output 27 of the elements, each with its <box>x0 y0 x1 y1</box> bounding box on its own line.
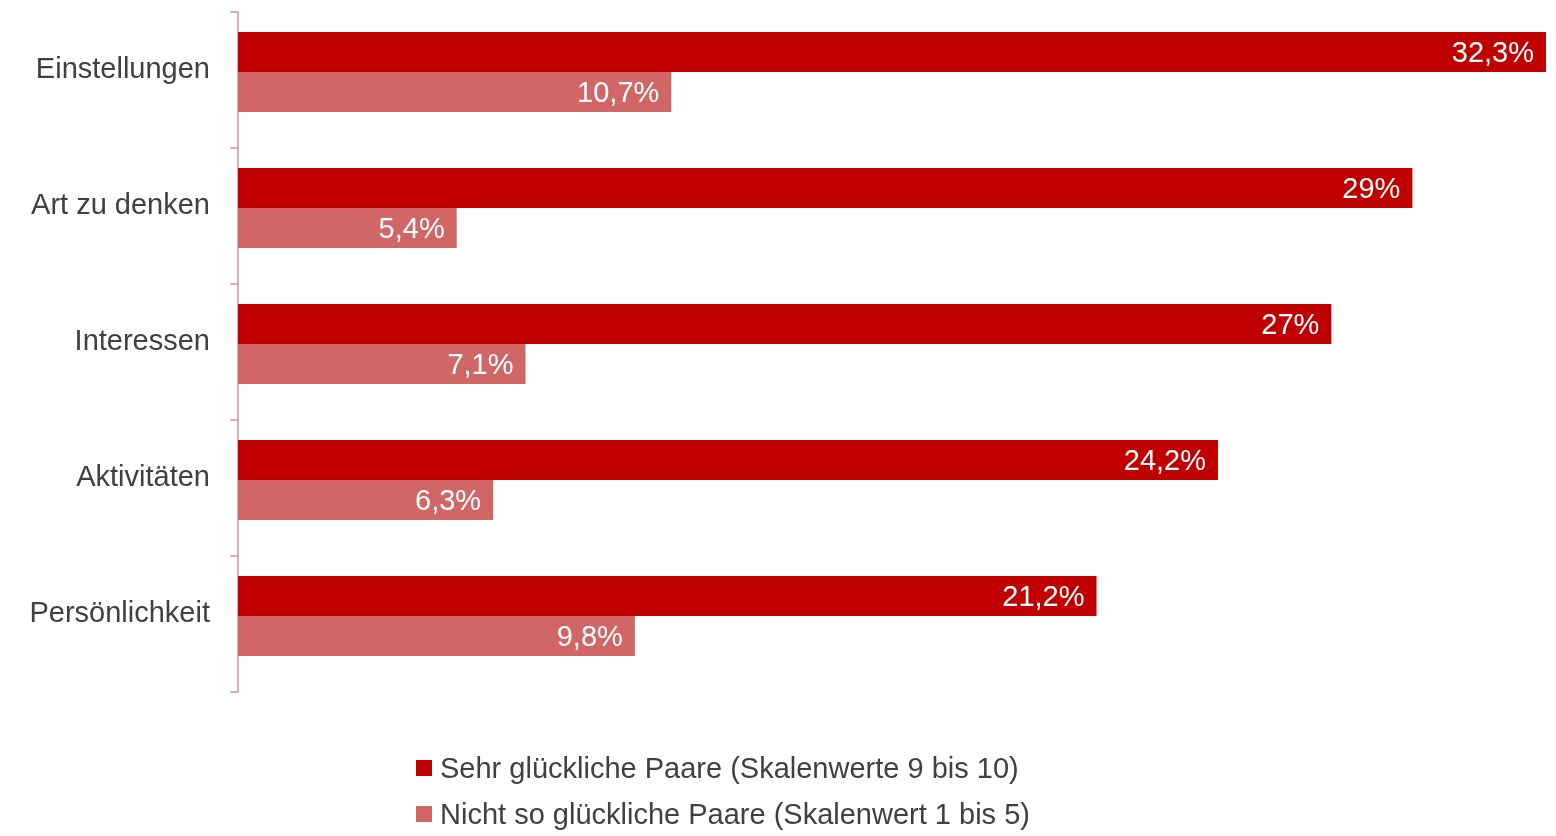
y-tick-label: Einstellungen <box>35 52 210 84</box>
bar <box>238 168 1413 208</box>
y-tick-label: Aktivitäten <box>76 460 210 492</box>
y-tick-label: Interessen <box>74 324 210 356</box>
data-label: 10,7% <box>577 76 660 108</box>
data-label: 27% <box>1261 308 1320 340</box>
bar <box>238 208 457 248</box>
bar <box>238 616 635 656</box>
bar <box>238 440 1218 480</box>
data-label: 7,1% <box>447 348 514 380</box>
y-tick-label: Art zu denken <box>31 188 210 220</box>
data-label: 24,2% <box>1123 444 1206 476</box>
bar <box>238 32 1546 72</box>
legend-label: Sehr glückliche Paare (Skalenwerte 9 bis 10) <box>440 752 1019 784</box>
bar <box>238 480 494 520</box>
y-tick-label: Persönlichkeit <box>29 596 210 628</box>
bar <box>238 344 526 384</box>
bar <box>238 304 1332 344</box>
bar <box>238 576 1097 616</box>
data-label: 5,4% <box>378 212 445 244</box>
data-label: 21,2% <box>1002 580 1085 612</box>
data-label: 29% <box>1342 172 1401 204</box>
data-label: 6,3% <box>415 484 482 516</box>
legend-label: Nicht so glückliche Paare (Skalenwert 1 bis 5) <box>440 798 1030 830</box>
bar <box>238 72 672 112</box>
data-label: 32,3% <box>1451 36 1534 68</box>
data-label: 9,8% <box>556 620 623 652</box>
